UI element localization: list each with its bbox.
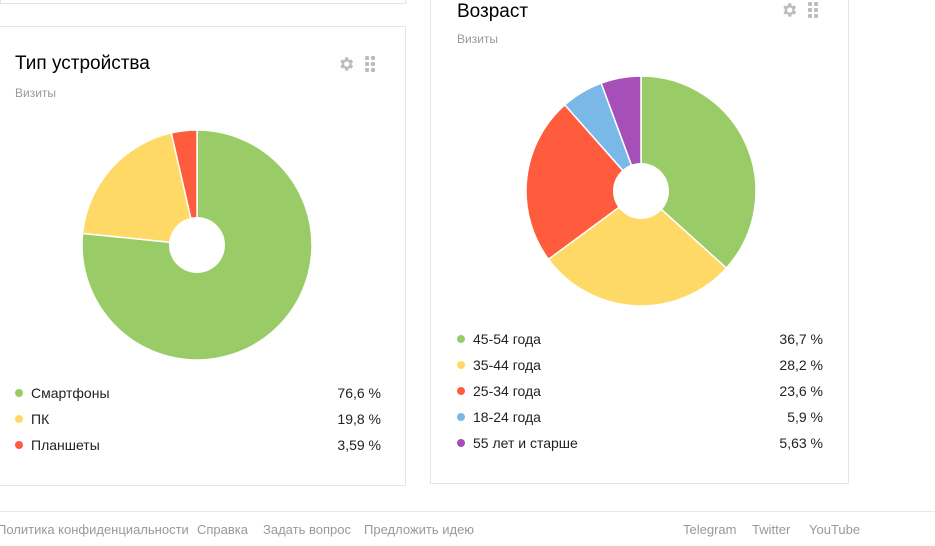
gear-icon[interactable]	[337, 55, 355, 73]
gear-icon[interactable]	[780, 1, 798, 19]
legend-item[interactable]: 45-54 года 36,7 %	[457, 326, 823, 352]
footer-link[interactable]: Задать вопрос	[263, 522, 351, 537]
age-legend: 45-54 года 36,7 % 35-44 года 28,2 % 25-34 го…	[457, 326, 823, 456]
legend-value: 3,59 %	[337, 437, 381, 453]
device-legend: Смартфоны 76,6 % ПК 19,8 % Планшеты 3,59 %	[15, 380, 381, 458]
legend-label: 35-44 года	[473, 357, 541, 373]
legend-dot-icon	[15, 415, 23, 423]
age-pie-chart	[526, 76, 756, 306]
widget-subtitle: Визиты	[15, 86, 57, 100]
legend-item[interactable]: 35-44 года 28,2 %	[457, 352, 823, 378]
footer-social-link[interactable]: Twitter	[752, 522, 791, 537]
legend-value: 5,9 %	[787, 409, 823, 425]
legend-label: 45-54 года	[473, 331, 541, 347]
pie-slice-2[interactable]	[170, 130, 198, 246]
legend-label: 55 лет и старше	[473, 435, 578, 451]
legend-label: Планшеты	[31, 437, 100, 453]
grip-icon[interactable]	[365, 56, 375, 72]
footer-social-link[interactable]: Telegram	[683, 522, 737, 537]
legend-value: 5,63 %	[779, 435, 823, 451]
card-above-border	[0, 0, 406, 4]
widget-subtitle: Визиты	[457, 32, 499, 46]
pie-slice-0[interactable]	[640, 76, 756, 270]
legend-value: 28,2 %	[779, 357, 823, 373]
pie-slice-4[interactable]	[600, 76, 642, 192]
widget-title: Возраст	[457, 1, 529, 22]
widget-title: Тип устройства	[15, 53, 150, 74]
legend-label: ПК	[31, 411, 50, 427]
legend-item[interactable]: 55 лет и старше 5,63 %	[457, 430, 823, 456]
legend-dot-icon	[15, 389, 23, 397]
legend-dot-icon	[457, 387, 465, 395]
age-widget: Возраст Визиты 45-54 года 36,7 % 35-44 год…	[430, 0, 849, 484]
legend-item[interactable]: 18-24 года 5,9 %	[457, 404, 823, 430]
legend-label: 18-24 года	[473, 409, 541, 425]
device-type-widget: Тип устройства Визиты Смартфоны 76,6 % ПК 1…	[0, 26, 406, 486]
legend-item[interactable]: Планшеты 3,59 %	[15, 432, 381, 458]
legend-dot-icon	[457, 439, 465, 447]
legend-item[interactable]: 25-34 года 23,6 %	[457, 378, 823, 404]
legend-value: 76,6 %	[337, 385, 381, 401]
pie-center-hole	[169, 217, 225, 273]
pie-center-hole	[613, 163, 669, 219]
legend-value: 19,8 %	[337, 411, 381, 427]
legend-item[interactable]: Смартфоны 76,6 %	[15, 380, 381, 406]
legend-dot-icon	[457, 361, 465, 369]
legend-label: Смартфоны	[31, 385, 110, 401]
pie-slice-1[interactable]	[547, 190, 728, 306]
grip-icon[interactable]	[808, 2, 818, 18]
footer-link[interactable]: Справка	[197, 522, 248, 537]
device-pie-chart	[82, 130, 312, 360]
legend-dot-icon	[457, 335, 465, 343]
pie-slice-1[interactable]	[82, 132, 198, 246]
legend-value: 23,6 %	[779, 383, 823, 399]
legend-dot-icon	[15, 441, 23, 449]
footer-link[interactable]: Политика конфиденциальности	[0, 522, 189, 537]
legend-label: 25-34 года	[473, 383, 541, 399]
footer-link[interactable]: Предложить идею	[364, 522, 475, 537]
footer-social-link[interactable]: YouTube	[809, 522, 861, 537]
legend-value: 36,7 %	[779, 331, 823, 347]
legend-dot-icon	[457, 413, 465, 421]
legend-item[interactable]: ПК 19,8 %	[15, 406, 381, 432]
pie-slice-2[interactable]	[526, 103, 643, 261]
footer-divider	[0, 511, 935, 512]
